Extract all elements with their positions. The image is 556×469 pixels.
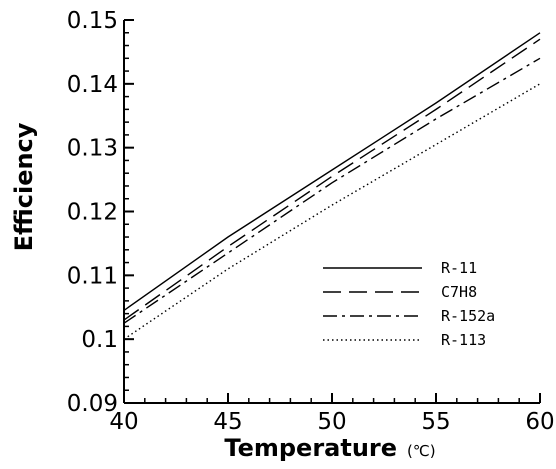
- y-tick-label: 0.12: [67, 200, 118, 226]
- y-tick-label: 0.09: [67, 391, 118, 417]
- legend-label-r-152a: R-152a: [441, 307, 495, 325]
- x-tick-label: 40: [109, 409, 138, 435]
- legend-label-r-113: R-113: [441, 331, 486, 349]
- series-line-r-113: [123, 83, 541, 340]
- y-tick-label: 0.1: [81, 327, 118, 353]
- axes: 0.09 0.1 0.11 0.12 0.13 0.14 0.15 40 45 50 55 60: [67, 8, 555, 435]
- y-tick-label: 0.14: [67, 72, 118, 98]
- series-line-r-152a: [123, 57, 541, 324]
- legend-label-r-11: R-11: [441, 259, 477, 277]
- legend-label-c7h8: C7H8: [441, 283, 477, 301]
- y-axis-title: Efficiency: [10, 122, 38, 251]
- x-tick-label: 55: [421, 409, 450, 435]
- series-line-r-11: [123, 32, 541, 311]
- series-line-c7h8: [123, 38, 541, 321]
- y-tick-label: 0.13: [67, 136, 118, 162]
- x-axis-title: Temperature (℃): [224, 434, 435, 462]
- x-tick-label: 50: [317, 409, 346, 435]
- y-tick-label: 0.15: [67, 8, 118, 34]
- x-tick-label: 60: [525, 409, 554, 435]
- y-tick-label: 0.11: [67, 263, 118, 289]
- x-tick-label: 45: [213, 409, 242, 435]
- series-lines: [123, 32, 541, 340]
- legend: R-11 C7H8 R-152a R-113: [323, 259, 495, 349]
